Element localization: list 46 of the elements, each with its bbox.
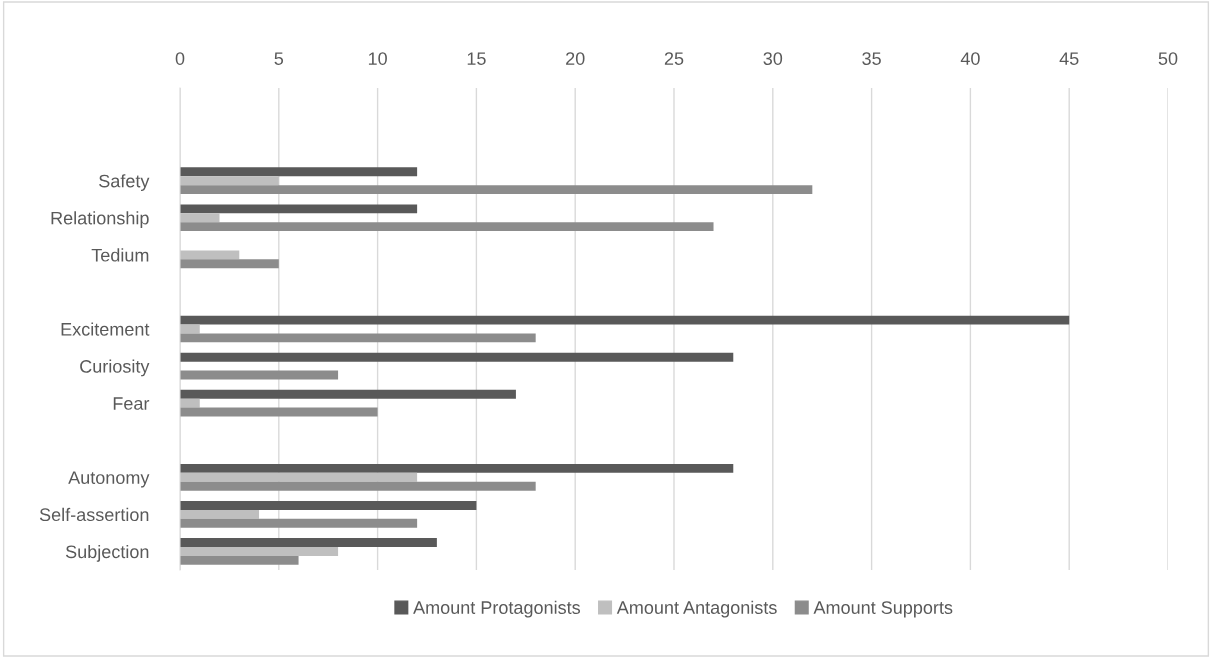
bar: [180, 555, 299, 565]
bar: [180, 204, 418, 214]
bar: [180, 518, 418, 528]
bar: [180, 389, 516, 399]
x-tick-label: 30: [763, 52, 783, 65]
y-tick-label: Autonomy: [68, 471, 150, 488]
x-tick-label: 45: [1059, 52, 1079, 65]
bar: [180, 472, 418, 482]
bar: [180, 463, 734, 473]
x-tick-label: 0: [175, 52, 185, 65]
legend-label: Amount Protagonists: [413, 600, 581, 618]
bar: [180, 222, 714, 232]
bar: [180, 398, 200, 408]
bar: [180, 501, 477, 510]
legend-label: Amount Supports: [813, 601, 953, 618]
bar: [180, 407, 378, 417]
bar: [180, 509, 260, 519]
x-tick-label: 50: [1158, 52, 1178, 65]
y-tick-label: Safety: [99, 174, 150, 191]
x-tick-label: 40: [960, 52, 980, 65]
y-tick-label: Excitement: [61, 322, 150, 336]
bar: [180, 538, 437, 548]
bar: [180, 213, 220, 223]
legend-label: Amount Antagonists: [616, 600, 777, 618]
bar: [180, 315, 1070, 325]
x-tick-label: 10: [368, 52, 387, 65]
bar: [180, 481, 536, 491]
y-tick-label: Curiosity: [80, 359, 150, 377]
y-tick-label: Self-assertion: [39, 507, 149, 522]
y-tick-label: Relationship: [51, 211, 149, 229]
bar: [180, 547, 339, 556]
y-tick-label: Fear: [113, 397, 150, 410]
bar: [180, 333, 536, 343]
bar: [180, 352, 734, 362]
x-tick-label: 35: [862, 52, 881, 65]
bar: [180, 176, 279, 186]
x-tick-label: 25: [664, 52, 684, 65]
bar: [180, 259, 279, 269]
bar: [180, 167, 418, 177]
x-tick-label: 20: [566, 52, 585, 65]
y-tick-label: Subjection: [65, 544, 149, 562]
bar: [180, 185, 813, 195]
bar: [180, 250, 240, 260]
x-tick-label: 15: [467, 52, 486, 65]
x-tick-label: 5: [274, 52, 284, 65]
y-tick-label: Tedium: [91, 248, 149, 262]
